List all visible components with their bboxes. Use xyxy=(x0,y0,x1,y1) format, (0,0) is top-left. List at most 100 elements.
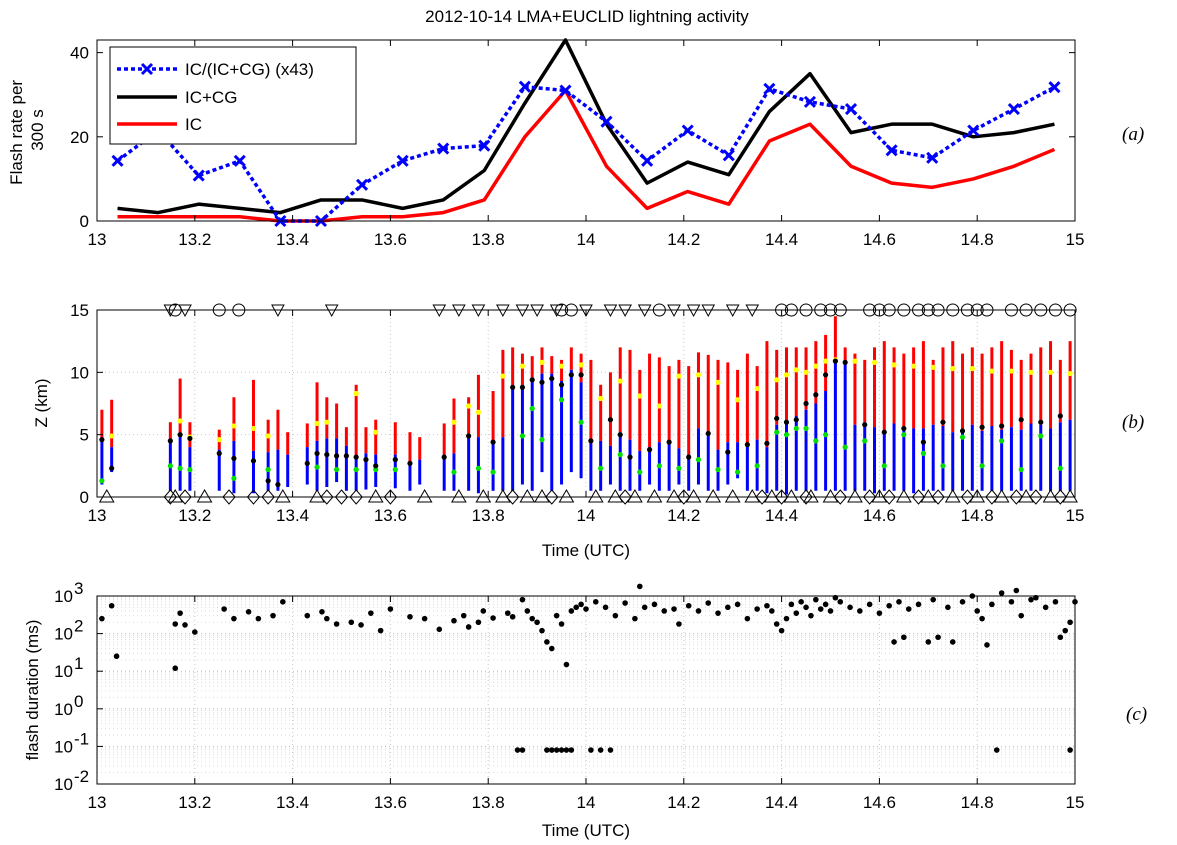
flash-upper-marker xyxy=(451,419,457,425)
duration-point xyxy=(280,599,286,605)
flash-lower-marker xyxy=(490,469,496,475)
duration-point xyxy=(221,606,227,612)
flash-center-marker xyxy=(187,435,193,442)
bottom-diamond-marker xyxy=(1009,489,1023,505)
flash-center-marker xyxy=(407,460,413,466)
flash-lower-marker xyxy=(862,438,868,444)
bottom-diamond-marker xyxy=(862,489,877,505)
flash-upper-marker xyxy=(1047,369,1054,375)
panel-c-xtick-label: 13.6 xyxy=(374,793,407,812)
flash-center-marker xyxy=(725,449,731,455)
panel-label-a: (a) xyxy=(1122,124,1144,145)
panel-label-c: (c) xyxy=(1126,704,1147,725)
panel-c-ytick-exponent: 3 xyxy=(74,579,83,598)
bottom-triangle-marker xyxy=(196,489,213,503)
flash-center-marker xyxy=(519,384,526,390)
duration-point xyxy=(1067,619,1073,626)
legend-label-ratio: IC/(IC+CG) (x43) xyxy=(185,60,314,79)
flash-upper-marker xyxy=(617,378,623,384)
bottom-triangle-marker xyxy=(724,489,741,503)
flash-upper-marker xyxy=(774,377,780,383)
duration-point xyxy=(744,615,751,622)
flash-upper-marker xyxy=(783,372,790,378)
bottom-diamond-marker xyxy=(931,489,945,505)
bottom-diamond-marker xyxy=(222,489,236,505)
flash-center-marker xyxy=(529,377,535,383)
duration-point xyxy=(773,621,780,627)
flash-upper-marker xyxy=(500,373,506,379)
bottom-triangle-marker xyxy=(416,489,433,503)
panel-a-legend: IC/(IC+CG) (x43) IC+CG IC xyxy=(109,46,357,145)
flash-upper-marker xyxy=(637,393,643,399)
duration-point xyxy=(519,747,526,753)
panel-c-xtick-label: 14.2 xyxy=(667,793,700,812)
duration-point xyxy=(1028,596,1034,603)
flash-upper-marker xyxy=(475,409,482,415)
flash-center-marker xyxy=(1038,419,1044,425)
bottom-diamond-marker xyxy=(985,489,999,505)
bottom-diamond-marker xyxy=(334,489,349,505)
flash-lower-marker xyxy=(392,466,398,473)
duration-point xyxy=(959,599,966,605)
duration-point xyxy=(925,639,932,645)
duration-point xyxy=(480,608,487,614)
flash-upper-marker xyxy=(989,368,995,374)
bottom-triangle-marker xyxy=(98,489,115,503)
duration-point xyxy=(544,747,550,753)
flash-center-marker xyxy=(304,460,310,466)
duration-point xyxy=(113,653,120,660)
flash-center-marker xyxy=(1018,417,1024,423)
flash-upper-marker xyxy=(466,403,472,409)
duration-point xyxy=(905,606,912,612)
flash-lower-marker xyxy=(578,419,584,425)
flash-center-marker xyxy=(813,392,819,398)
flash-center-marker xyxy=(314,450,320,456)
duration-point xyxy=(685,602,692,609)
duration-point xyxy=(304,612,311,619)
duration-point xyxy=(465,624,472,630)
flash-upper-marker xyxy=(734,397,741,403)
flash-center-marker xyxy=(539,379,545,385)
ratio-point-stroke xyxy=(396,154,409,167)
duration-point xyxy=(778,627,785,634)
flash-upper-marker xyxy=(324,419,330,425)
panel-c-xtick-label: 13 xyxy=(88,793,107,812)
ratio-point xyxy=(518,80,531,93)
flash-upper-marker xyxy=(578,362,584,368)
flash-center-marker xyxy=(549,375,555,382)
bottom-diamond-marker xyxy=(774,489,789,505)
flash-center-marker xyxy=(363,457,369,463)
panel-b-xtick-label: 13.6 xyxy=(374,506,407,525)
flash-lower-marker xyxy=(598,465,604,471)
flash-upper-marker xyxy=(250,425,257,432)
duration-point xyxy=(490,615,496,621)
flash-center-marker xyxy=(793,417,799,423)
bottom-diamond-marker xyxy=(505,489,520,505)
bottom-triangle-marker xyxy=(558,489,575,503)
bottom-diamond-marker xyxy=(383,489,398,505)
duration-point xyxy=(436,626,443,633)
ratio-point-stroke xyxy=(111,154,124,167)
ratio-point-stroke xyxy=(600,115,613,128)
flash-lower-marker xyxy=(999,438,1005,444)
bottom-triangle-marker xyxy=(783,489,800,503)
flash-upper-marker xyxy=(969,365,975,372)
duration-point xyxy=(989,601,995,608)
legend-label-ic: IC xyxy=(185,115,202,134)
duration-point xyxy=(813,596,819,603)
panel-a-ylabel: Flash rate per 300 s xyxy=(7,75,47,185)
duration-point xyxy=(192,629,198,635)
duration-point xyxy=(764,602,770,609)
duration-point xyxy=(808,612,814,619)
duration-point xyxy=(358,622,364,628)
duration-point xyxy=(974,608,980,614)
panel-c-ticks: 13 13.2 13.4 13.6 13.8 14 14.2 14.4 14.6 14.8 1510… xyxy=(54,579,1084,812)
flash-center-marker xyxy=(167,438,173,444)
ratio-point-stroke xyxy=(641,154,654,167)
flash-upper-marker xyxy=(1008,368,1015,374)
panel-c-ytick-exponent: -1 xyxy=(74,729,89,748)
duration-point xyxy=(993,747,1000,753)
flash-lower-marker xyxy=(1057,465,1063,471)
panel-c-ytick-exponent: -2 xyxy=(74,767,89,786)
flash-upper-marker xyxy=(373,429,379,435)
